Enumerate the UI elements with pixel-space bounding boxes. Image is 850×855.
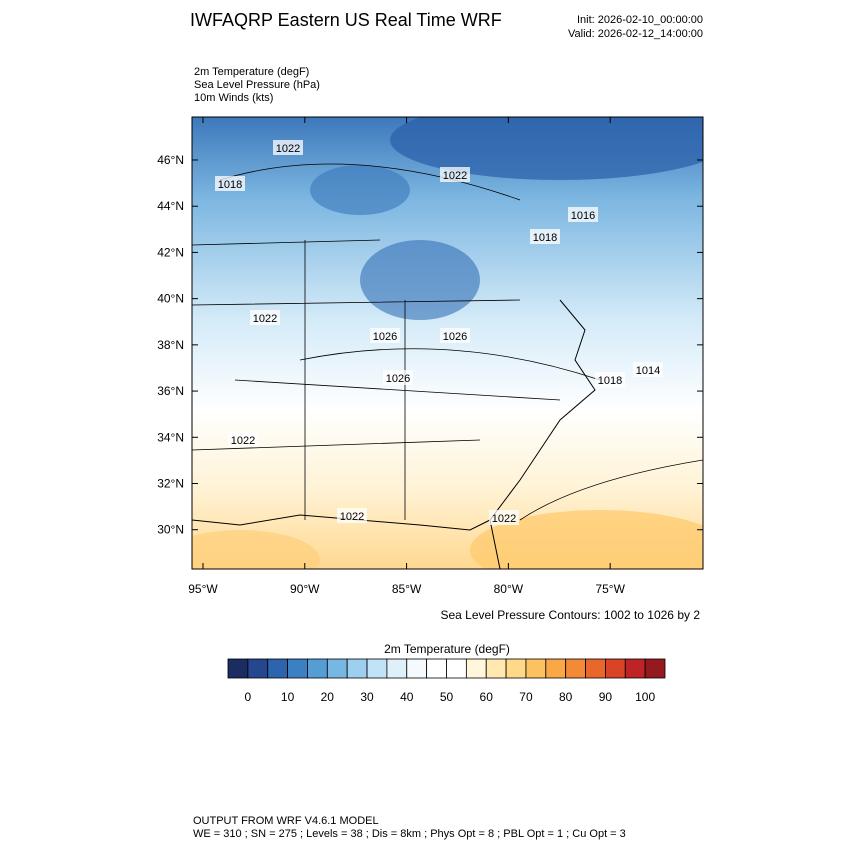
contour-label: 1022 bbox=[492, 513, 516, 525]
lat-label: 46°N bbox=[157, 153, 184, 167]
colorbar-box bbox=[426, 658, 447, 679]
contour-label: 1026 bbox=[386, 373, 410, 385]
colorbar-tick-label: 20 bbox=[321, 690, 335, 704]
colorbar-tick-label: 100 bbox=[635, 690, 655, 704]
footer-line: OUTPUT FROM WRF V4.6.1 MODEL bbox=[193, 815, 379, 827]
colorbar-box bbox=[585, 658, 606, 679]
colorbar-box bbox=[644, 658, 666, 679]
contour-label: 1018 bbox=[598, 375, 622, 387]
colorbar-title: 2m Temperature (degF) bbox=[384, 642, 510, 656]
contour-label-box bbox=[530, 229, 560, 244]
warm-area bbox=[470, 510, 703, 569]
lon-label: 80°W bbox=[494, 582, 524, 596]
lat-label: 40°N bbox=[157, 292, 184, 306]
contour-label-box bbox=[383, 370, 413, 385]
lat-label: 34°N bbox=[157, 430, 184, 444]
contour-label-box bbox=[250, 310, 280, 325]
colorbar-box bbox=[605, 658, 626, 679]
colorbar-tick-label: 70 bbox=[519, 690, 533, 704]
contour-label-box bbox=[440, 328, 470, 343]
contour-label-box bbox=[228, 432, 258, 447]
contour-label-box bbox=[633, 362, 663, 377]
init-time: Init: 2026-02-10_00:00:00 bbox=[577, 14, 703, 26]
contour-note: Sea Level Pressure Contours: 1002 to 102… bbox=[441, 608, 701, 622]
colorbar-box bbox=[545, 658, 567, 679]
contour-label: 1014 bbox=[636, 365, 660, 377]
contour-label: 1026 bbox=[443, 331, 467, 343]
colorbar-box bbox=[406, 658, 428, 679]
colorbar-tick-label: 50 bbox=[440, 690, 454, 704]
colorbar-box bbox=[465, 658, 487, 679]
contour-label: 1022 bbox=[231, 435, 255, 447]
colorbar-box bbox=[525, 658, 547, 679]
colorbar-tick-label: 0 bbox=[245, 690, 252, 704]
contour-label-box bbox=[370, 328, 400, 343]
footer-line: WE = 310 ; SN = 275 ; Levels = 38 ; Dis … bbox=[193, 828, 626, 840]
contour-label-box bbox=[273, 140, 303, 155]
contour-label-box bbox=[595, 372, 625, 387]
colorbar-box bbox=[287, 658, 308, 679]
cold-area bbox=[390, 117, 703, 180]
contour-label: 1018 bbox=[218, 179, 242, 191]
colorbar-tick-label: 80 bbox=[559, 690, 573, 704]
colorbar-box bbox=[366, 658, 388, 679]
contour-label: 1026 bbox=[373, 331, 397, 343]
lat-label: 36°N bbox=[157, 384, 184, 398]
colorbar-box bbox=[485, 658, 507, 679]
field-label: 2m Temperature (degF) bbox=[194, 66, 309, 78]
lat-label: 32°N bbox=[157, 476, 184, 490]
cold-area bbox=[310, 165, 410, 215]
colorbar-box bbox=[505, 658, 527, 679]
cold-area bbox=[360, 240, 480, 320]
lat-label: 38°N bbox=[157, 338, 184, 352]
contour-label: 1018 bbox=[533, 232, 557, 244]
contour-label: 1022 bbox=[276, 143, 300, 155]
colorbar-tick-label: 10 bbox=[281, 690, 295, 704]
map-field bbox=[192, 117, 703, 569]
contour-label: 1022 bbox=[443, 170, 467, 182]
colorbar-box bbox=[624, 658, 646, 679]
contour-label: 1016 bbox=[571, 210, 595, 222]
warm-area bbox=[192, 530, 320, 569]
contour-label-box bbox=[568, 207, 598, 222]
valid-time: Valid: 2026-02-12_14:00:00 bbox=[568, 28, 703, 40]
colorbar-box bbox=[346, 658, 368, 679]
lat-label: 44°N bbox=[157, 199, 184, 213]
lon-label: 85°W bbox=[392, 582, 422, 596]
lat-label: 30°N bbox=[157, 523, 184, 537]
isobar bbox=[219, 163, 703, 521]
map-frame bbox=[191, 116, 704, 570]
title: IWFAQRP Eastern US Real Time WRF bbox=[190, 10, 502, 30]
colorbar-box bbox=[565, 658, 586, 679]
colorbar-box bbox=[446, 658, 467, 679]
field-label: 10m Winds (kts) bbox=[194, 92, 273, 104]
colorbar-box bbox=[227, 658, 249, 679]
contour-labels: 1022 1018 1022 1016 1018 1022 1026 1026 1026 1018… bbox=[215, 140, 663, 525]
lon-label: 90°W bbox=[290, 582, 320, 596]
colorbar-box bbox=[326, 658, 348, 679]
lon-label: 75°W bbox=[595, 582, 625, 596]
coastline bbox=[489, 299, 596, 569]
contour-label-box bbox=[337, 508, 367, 523]
contour-label-box bbox=[440, 167, 470, 182]
colorbar-box bbox=[267, 658, 288, 679]
contour-label: 1022 bbox=[253, 313, 277, 325]
field-label: Sea Level Pressure (hPa) bbox=[194, 79, 320, 91]
contour-label: 1022 bbox=[340, 511, 364, 523]
colorbar-box bbox=[386, 658, 408, 679]
colorbar-box bbox=[247, 658, 269, 679]
lon-label: 95°W bbox=[188, 582, 218, 596]
colorbar-box bbox=[307, 658, 328, 679]
contour-label-box bbox=[215, 176, 245, 191]
state-border bbox=[192, 239, 561, 520]
colorbar-tick-label: 40 bbox=[400, 690, 414, 704]
colorbar-tick-label: 90 bbox=[599, 690, 613, 704]
lat-label: 42°N bbox=[157, 245, 184, 259]
contour-label-box bbox=[489, 510, 519, 525]
colorbar-tick-label: 60 bbox=[480, 690, 494, 704]
colorbar-tick-label: 30 bbox=[360, 690, 374, 704]
